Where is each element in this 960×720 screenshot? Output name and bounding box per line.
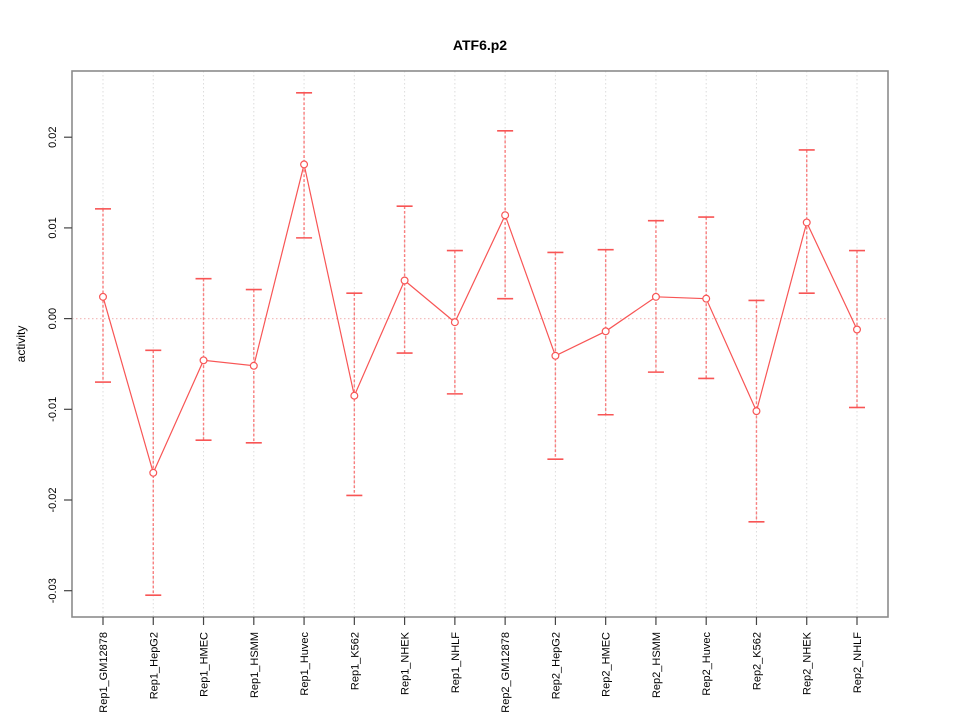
x-tick-label: Rep1_NHLF — [450, 632, 462, 693]
data-point — [802, 218, 811, 227]
data-point — [350, 391, 359, 400]
data-point — [501, 211, 510, 220]
y-tick-label: -0.03 — [47, 578, 59, 603]
data-point — [702, 294, 711, 303]
x-tick-label: Rep1_Huvec — [299, 632, 311, 696]
data-point — [852, 325, 861, 334]
x-tick-label: Rep2_Huvec — [701, 632, 713, 696]
data-point — [249, 361, 258, 370]
x-tick-label: Rep2_HepG2 — [550, 632, 562, 699]
x-tick-label: Rep1_HSMM — [249, 632, 261, 698]
data-point — [300, 160, 309, 169]
x-tick-label: Rep1_K562 — [349, 632, 361, 690]
x-tick-label: Rep1_HMEC — [199, 632, 211, 697]
data-point — [551, 351, 560, 360]
y-tick-label: -0.01 — [47, 397, 59, 422]
x-tick-label: Rep1_GM12878 — [98, 632, 110, 713]
y-axis-label: activity — [14, 326, 28, 363]
data-point — [651, 292, 660, 301]
data-point — [400, 276, 409, 285]
plot-border — [71, 70, 889, 618]
x-tick-label: Rep1_HepG2 — [148, 632, 160, 699]
y-tick-label: 0.00 — [47, 308, 59, 329]
data-point — [450, 318, 459, 327]
x-tick-label: Rep2_GM12878 — [500, 632, 512, 713]
x-tick-label: Rep1_NHEK — [400, 631, 412, 695]
x-tick-label: Rep2_NHLF — [852, 632, 864, 693]
chart-title: ATF6.p2 — [453, 37, 507, 53]
series-line — [102, 164, 858, 475]
x-tick-label: Rep2_NHEK — [802, 631, 814, 695]
x-tick-label: Rep2_HSMM — [651, 632, 663, 698]
chart-content: 0.02 0.01 0.00 -0.01 -0.02 -0.03 Rep1_GM12878 R… — [47, 70, 889, 713]
y-tick-label: -0.02 — [47, 487, 59, 512]
data-point — [601, 327, 610, 336]
data-point — [752, 407, 761, 416]
data-point — [149, 468, 158, 477]
data-point — [98, 292, 107, 301]
y-tick-label: 0.01 — [47, 217, 59, 238]
x-tick-label: Rep2_K562 — [751, 632, 763, 690]
data-point — [199, 356, 208, 365]
x-tick-label: Rep2_HMEC — [601, 632, 613, 697]
y-tick-label: 0.02 — [47, 126, 59, 147]
